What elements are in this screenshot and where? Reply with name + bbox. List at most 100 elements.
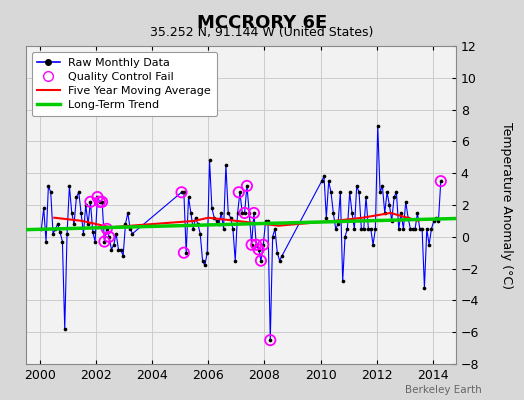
Point xyxy=(112,230,121,237)
Point xyxy=(205,157,214,164)
Point xyxy=(79,230,88,237)
Point xyxy=(250,210,258,216)
Point xyxy=(247,242,256,248)
Point xyxy=(264,218,272,224)
Point xyxy=(345,189,354,196)
Point xyxy=(74,189,83,196)
Point xyxy=(355,189,363,196)
Point xyxy=(235,189,243,196)
Point xyxy=(350,226,358,232)
Point xyxy=(231,258,239,264)
Point xyxy=(243,183,251,189)
Point xyxy=(126,226,134,232)
Point xyxy=(121,221,129,227)
Point xyxy=(191,214,200,221)
Text: 35.252 N, 91.144 W (United States): 35.252 N, 91.144 W (United States) xyxy=(150,26,374,39)
Point xyxy=(378,183,387,189)
Point xyxy=(100,238,108,245)
Point xyxy=(411,226,419,232)
Point xyxy=(201,262,209,269)
Point xyxy=(42,238,50,245)
Point xyxy=(217,210,225,216)
Point xyxy=(259,242,267,248)
Point xyxy=(388,218,396,224)
Point xyxy=(339,278,347,284)
Point xyxy=(401,199,410,205)
Point xyxy=(341,234,349,240)
Point xyxy=(37,226,46,232)
Point xyxy=(422,226,431,232)
Point xyxy=(430,218,438,224)
Point xyxy=(98,199,106,205)
Point xyxy=(124,210,132,216)
Point xyxy=(65,183,73,189)
Point xyxy=(252,242,260,248)
Point xyxy=(72,194,81,200)
Point xyxy=(247,242,256,248)
Point xyxy=(210,214,219,221)
Point xyxy=(343,226,352,232)
Point xyxy=(245,210,254,216)
Point xyxy=(238,210,246,216)
Point xyxy=(215,221,223,227)
Point xyxy=(327,189,335,196)
Point xyxy=(371,226,379,232)
Point xyxy=(364,226,373,232)
Point xyxy=(380,210,389,216)
Point xyxy=(255,246,263,253)
Point xyxy=(189,226,198,232)
Point xyxy=(266,337,275,343)
Point xyxy=(250,210,258,216)
Point xyxy=(203,250,211,256)
Point xyxy=(180,189,188,196)
Point xyxy=(49,230,57,237)
Point xyxy=(82,202,90,208)
Point xyxy=(128,230,137,237)
Point xyxy=(336,189,345,196)
Point xyxy=(70,221,78,227)
Point xyxy=(241,210,249,216)
Point xyxy=(425,242,433,248)
Point xyxy=(376,189,384,196)
Point xyxy=(359,226,368,232)
Point xyxy=(243,183,251,189)
Text: Berkeley Earth: Berkeley Earth xyxy=(406,385,482,395)
Point xyxy=(334,221,342,227)
Point xyxy=(84,221,92,227)
Point xyxy=(271,226,279,232)
Point xyxy=(404,214,412,221)
Point xyxy=(228,226,237,232)
Point xyxy=(324,178,333,184)
Point xyxy=(196,230,204,237)
Point xyxy=(236,189,244,196)
Point xyxy=(252,242,260,248)
Point xyxy=(110,242,118,248)
Point xyxy=(413,210,422,216)
Point xyxy=(399,226,408,232)
Point xyxy=(395,226,403,232)
Point xyxy=(107,246,116,253)
Point xyxy=(91,238,99,245)
Point xyxy=(332,226,340,232)
Point xyxy=(103,226,111,232)
Y-axis label: Temperature Anomaly (°C): Temperature Anomaly (°C) xyxy=(500,122,513,288)
Point xyxy=(436,178,445,184)
Point xyxy=(51,226,60,232)
Point xyxy=(329,210,337,216)
Text: MCCRORY 6E: MCCRORY 6E xyxy=(197,14,327,32)
Point xyxy=(182,250,190,256)
Point xyxy=(268,234,277,240)
Point xyxy=(89,229,97,235)
Point xyxy=(63,230,71,237)
Point xyxy=(390,194,398,200)
Point xyxy=(39,205,48,211)
Point xyxy=(56,229,64,235)
Point xyxy=(241,210,249,216)
Point xyxy=(95,199,104,205)
Point xyxy=(187,210,195,216)
Point xyxy=(177,189,185,196)
Point xyxy=(257,258,265,264)
Point xyxy=(53,221,62,227)
Point xyxy=(397,210,405,216)
Point xyxy=(434,218,443,224)
